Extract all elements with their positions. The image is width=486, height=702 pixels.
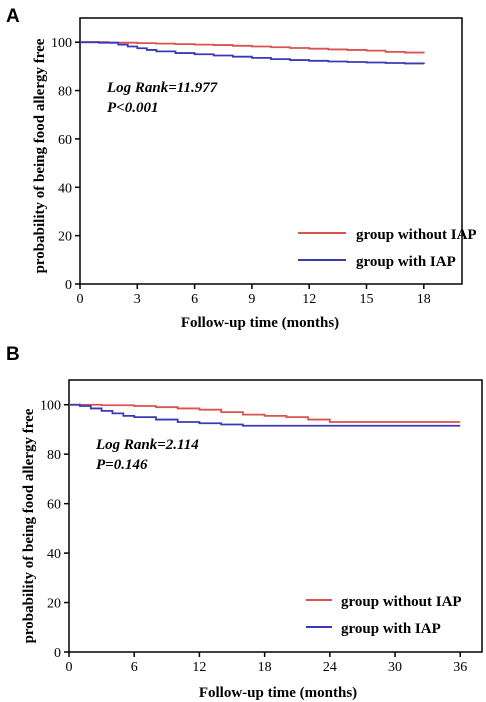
panel-b-x-tick-label: 36	[453, 660, 467, 675]
panel-b-x-tick-label: 24	[323, 660, 337, 675]
panel-a-x-tick-label: 18	[417, 292, 431, 307]
panel-b-y-tick-label: 40	[47, 547, 61, 562]
panel-b-x-axis-title: Follow-up time (months)	[199, 685, 357, 701]
panel-b: B probability of being food allergy free…	[6, 344, 483, 701]
panel-b-x-tick-label: 12	[192, 660, 206, 675]
panel-a-x-tick-label: 9	[248, 292, 255, 307]
panel-a-legend-label-without-iap: group without IAP	[356, 227, 477, 243]
panel-a-y-axis-title: probability of being food allergy free	[32, 38, 48, 273]
panel-b-series-group-without-iap	[69, 403, 461, 423]
panel-b-letter: B	[6, 344, 20, 365]
panel-b-y-tick-label: 100	[40, 399, 61, 414]
panel-b-x-tick-label: 6	[131, 660, 138, 675]
panel-a-x-tick-label: 12	[302, 292, 316, 307]
panel-b-legend-label-with-iap: group with IAP	[341, 621, 441, 637]
panel-a-x-tick-label: 15	[360, 292, 374, 307]
panel-b-x-tick-label: 30	[388, 660, 402, 675]
panel-a-legend-label-with-iap: group with IAP	[356, 254, 456, 270]
panel-a-y-tick-label: 20	[58, 230, 72, 245]
panel-a-log-rank: Log Rank=11.977	[106, 80, 218, 96]
panel-a-y-tick-label: 40	[58, 181, 72, 196]
panel-a-plot-frame	[79, 17, 463, 285]
panel-a-x-tick-label: 0	[77, 292, 84, 307]
panel-b-log-rank: Log Rank=2.114	[95, 437, 199, 453]
panel-b-x-tick-label: 18	[258, 660, 272, 675]
panel-a-y-tick-label: 60	[58, 133, 72, 148]
panel-b-y-tick-label: 0	[54, 646, 61, 661]
panel-b-x-tick-label: 0	[66, 660, 73, 675]
panel-b-y-tick-label: 20	[47, 597, 61, 612]
panel-a-p-value: P<0.001	[107, 100, 158, 116]
panel-b-y-tick-label: 80	[47, 448, 61, 463]
panel-a-series-group-without-iap	[80, 41, 425, 54]
panel-a-letter: A	[6, 6, 20, 27]
panel-b-plot-frame	[68, 379, 483, 653]
panel-b-y-tick-label: 60	[47, 498, 61, 513]
panel-a-x-tick-label: 6	[191, 292, 198, 307]
panel-a-series-group-with-iap	[80, 41, 425, 65]
panel-a-x-axis-title: Follow-up time (months)	[181, 315, 339, 331]
panel-a-x-tick-label: 3	[134, 292, 141, 307]
panel-b-p-value: P=0.146	[96, 457, 148, 473]
panel-a-y-tick-label: 100	[51, 36, 72, 51]
panel-a-y-tick-label: 0	[65, 278, 72, 293]
panel-b-y-axis-title: probability of being food allergy free	[21, 408, 37, 643]
panel-a: A probability of being food allergy free…	[6, 6, 477, 331]
panel-b-legend-label-without-iap: group without IAP	[341, 594, 462, 610]
panel-a-y-tick-label: 80	[58, 85, 72, 100]
panel-b-series-group-with-iap	[69, 403, 461, 427]
